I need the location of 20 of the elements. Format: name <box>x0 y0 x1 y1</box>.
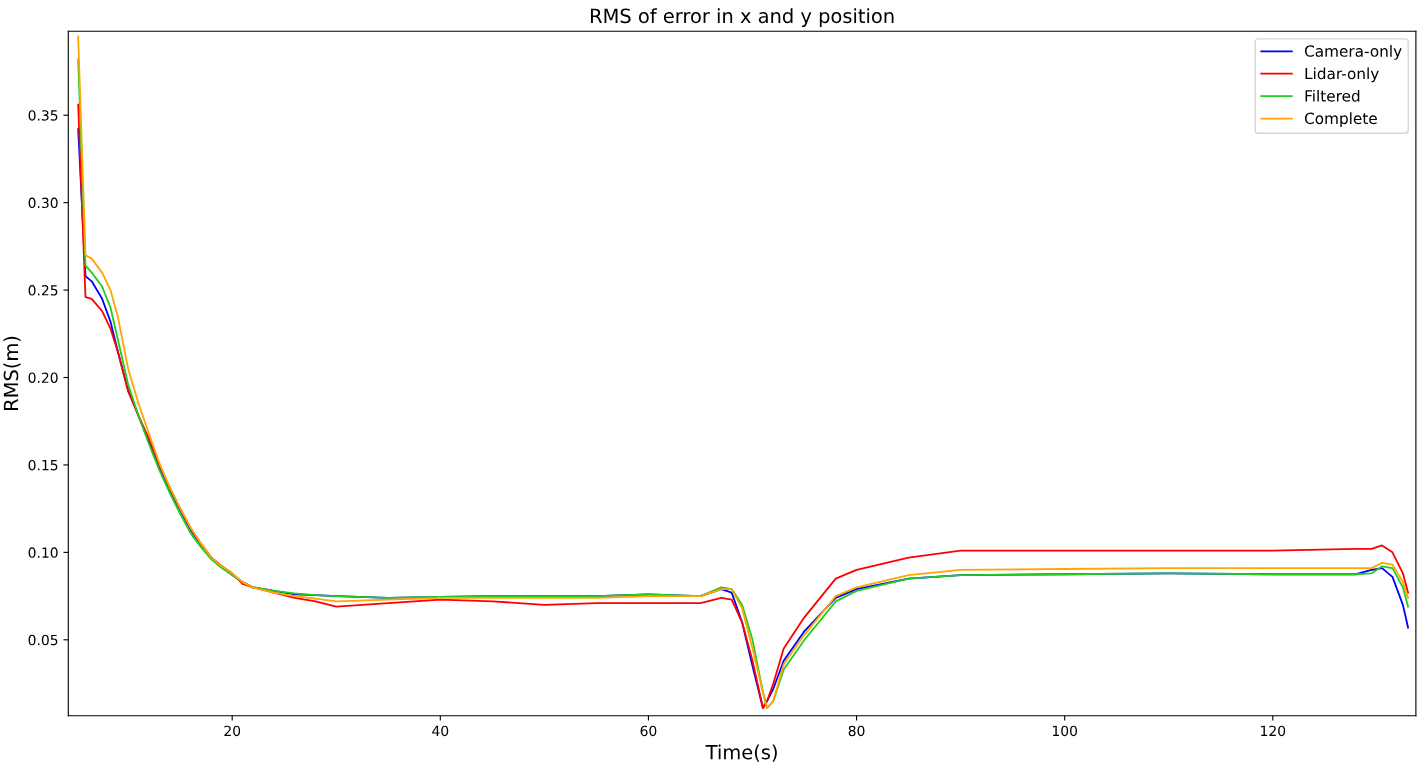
x-tick-label: 60 <box>640 725 657 737</box>
y-tick-label: 0.05 <box>28 634 58 646</box>
y-tick-label: 0.15 <box>28 459 58 471</box>
x-tick-label: 80 <box>848 725 865 737</box>
y-tick-label: 0.25 <box>28 285 58 296</box>
x-axis-title: Time(s) <box>705 744 777 762</box>
chart-title: RMS of error in x and y position <box>590 8 894 27</box>
x-tick-label: 20 <box>224 725 241 737</box>
y-axis-title: RMS(m) <box>3 336 21 410</box>
legend-label: Complete <box>1304 112 1377 128</box>
y-tick-label: 0.20 <box>28 372 58 383</box>
x-tick-label: 100 <box>1052 725 1078 737</box>
legend-label: Filtered <box>1305 89 1360 102</box>
y-tick-label: 0.35 <box>28 110 58 121</box>
x-tick-label: 120 <box>1261 725 1286 737</box>
y-tick-label: 0.30 <box>28 197 58 209</box>
y-tick-label: 0.10 <box>28 547 58 558</box>
legend-label: Camera-only <box>1304 45 1402 60</box>
x-tick-label: 40 <box>432 725 449 737</box>
legend-label: Lidar-only <box>1305 67 1379 83</box>
